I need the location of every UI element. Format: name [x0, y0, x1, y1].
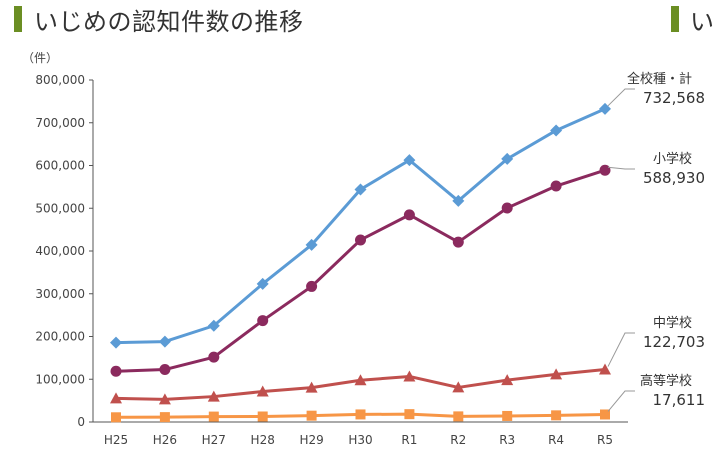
data-point-junior-high — [403, 370, 416, 382]
x-tick-label: R1 — [401, 433, 417, 447]
data-point-total — [158, 335, 171, 348]
data-point-total — [354, 183, 367, 196]
data-point-total — [110, 336, 122, 349]
data-point-elementary — [403, 209, 415, 221]
data-point-high-school — [502, 410, 513, 421]
leader-line-total — [607, 88, 635, 107]
data-point-high-school — [208, 411, 219, 422]
leader-line-elementary — [607, 166, 635, 170]
data-point-high-school — [551, 410, 562, 421]
y-tick-label: 200,000 — [35, 330, 85, 344]
data-point-elementary — [306, 280, 318, 292]
page-title: いじめの認知件数の推移 — [34, 8, 304, 36]
y-unit-label: （件） — [22, 51, 58, 65]
series-end-value-high-school: 17,611 — [653, 391, 706, 409]
data-point-junior-high — [501, 374, 514, 386]
data-point-total — [207, 319, 220, 332]
data-point-total — [501, 152, 514, 165]
data-point-total — [452, 194, 465, 207]
y-tick-label: 700,000 — [35, 116, 85, 130]
data-point-elementary — [110, 365, 122, 377]
data-point-junior-high — [305, 381, 318, 393]
x-tick-label: H28 — [251, 433, 275, 447]
data-point-high-school — [111, 412, 121, 423]
data-point-junior-high — [110, 392, 122, 404]
series-end-value-total: 732,568 — [643, 89, 705, 107]
data-point-elementary — [599, 164, 611, 176]
x-tick-label: H27 — [202, 433, 226, 447]
x-tick-label: H26 — [153, 433, 177, 447]
y-tick-label: 600,000 — [35, 159, 85, 173]
x-tick-label: R4 — [548, 433, 564, 447]
data-point-high-school — [355, 409, 366, 420]
title-accent-bar — [14, 6, 22, 32]
y-tick-label: 100,000 — [35, 372, 85, 386]
x-tick-label: H30 — [348, 433, 372, 447]
x-tick-label: R3 — [499, 433, 515, 447]
series-line-elementary — [115, 168, 606, 373]
data-point-junior-high — [158, 393, 171, 405]
data-point-junior-high — [452, 381, 465, 393]
series-name-label-junior-high: 中学校 — [653, 315, 692, 331]
data-point-high-school — [404, 409, 415, 420]
data-point-high-school — [453, 411, 464, 422]
series-end-value-junior-high: 122,703 — [643, 333, 705, 351]
data-point-junior-high — [256, 385, 269, 397]
data-point-junior-high — [550, 368, 563, 380]
data-point-elementary — [257, 315, 269, 327]
y-tick-label: 400,000 — [35, 244, 85, 258]
second-title-fragment: い — [690, 8, 714, 36]
x-tick-label: H25 — [104, 433, 128, 447]
data-point-elementary — [159, 364, 171, 376]
data-point-total — [256, 277, 269, 290]
y-tick-label: 800,000 — [35, 73, 85, 87]
data-point-total — [403, 154, 416, 167]
data-point-high-school — [306, 410, 317, 421]
y-tick-label: 0 — [77, 415, 85, 429]
y-tick-label: 500,000 — [35, 201, 85, 215]
series-name-label-elementary: 小学校 — [653, 151, 692, 167]
series-name-label-total: 全校種・計 — [627, 71, 692, 87]
x-tick-label: R2 — [450, 433, 466, 447]
data-point-total — [305, 238, 318, 251]
data-point-total — [550, 124, 563, 137]
x-tick-label: H29 — [299, 433, 323, 447]
data-point-junior-high — [354, 374, 367, 386]
leader-line-junior-high — [607, 332, 635, 367]
series-name-label-high-school: 高等学校 — [640, 373, 692, 389]
data-point-junior-high — [207, 390, 220, 402]
leader-line-high-school — [607, 390, 635, 412]
data-point-elementary — [355, 234, 366, 246]
data-point-elementary — [550, 180, 562, 192]
second-title-accent-bar — [671, 6, 679, 32]
data-point-high-school — [159, 412, 170, 423]
data-point-high-school — [600, 409, 610, 420]
data-point-high-school — [257, 411, 268, 422]
y-tick-label: 300,000 — [35, 287, 85, 301]
data-point-junior-high — [599, 363, 611, 375]
series-end-value-elementary: 588,930 — [643, 169, 705, 187]
data-point-elementary — [452, 236, 464, 248]
series-line-total — [115, 107, 606, 345]
x-tick-label: R5 — [597, 433, 613, 447]
data-point-elementary — [208, 351, 220, 363]
data-point-elementary — [501, 202, 513, 214]
